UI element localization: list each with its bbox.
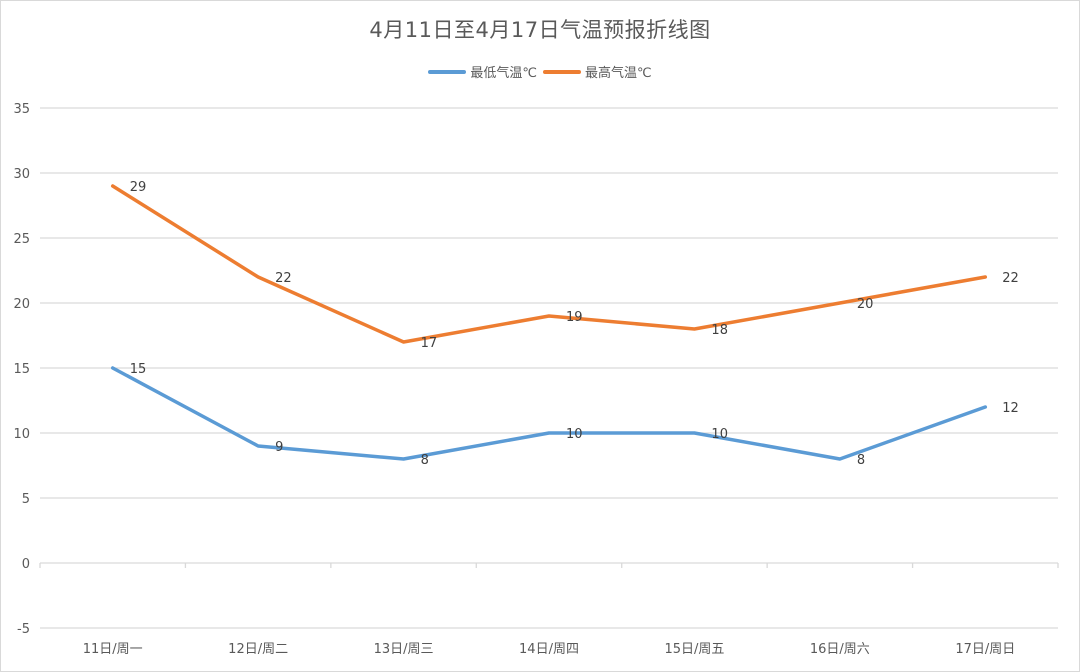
series-line-low[interactable] [110,366,988,461]
legend-item-low[interactable]: 最低气温℃ [428,62,537,81]
data-label: 19 [566,310,583,325]
data-label: 8 [857,453,865,468]
legend-swatch-high-icon [543,69,581,74]
data-label: 10 [566,427,583,442]
data-label: 10 [711,427,728,442]
x-category-label: 15日/周五 [664,642,724,657]
data-label: 9 [275,440,283,455]
data-label: 22 [275,271,292,286]
data-label: 17 [421,336,438,351]
legend-label-high: 最高气温℃ [585,66,652,81]
y-tick-label: 25 [13,232,30,247]
data-label: 8 [421,453,429,468]
y-tick-label: 20 [13,297,30,312]
legend-label-low: 最低气温℃ [470,66,537,81]
x-category-label: 11日/周一 [83,642,143,657]
chart-legend: 最低气温℃ 最高气温℃ [0,62,1080,81]
x-category-label: 16日/周六 [810,642,870,657]
y-tick-label: 0 [22,557,30,572]
data-label: 12 [1002,401,1019,416]
legend-swatch-low-icon [428,69,467,74]
chart-title: 4月11日至4月17日气温预报折线图 [369,18,711,42]
x-category-label: 14日/周四 [519,642,579,657]
data-label: 22 [1002,271,1019,286]
y-tick-label: 30 [13,167,30,182]
x-category-label: 13日/周三 [374,642,434,657]
y-tick-label: 10 [13,427,30,442]
legend-item-high[interactable]: 最高气温℃ [543,62,652,81]
data-label: 15 [130,362,147,377]
y-tick-label: 5 [22,492,30,507]
data-label: 29 [130,180,147,195]
y-tick-label: -5 [17,622,30,637]
series-line-high[interactable] [110,184,988,344]
x-category-label: 12日/周二 [228,642,288,657]
data-label: 18 [711,323,728,338]
x-category-label: 17日/周日 [955,642,1015,657]
data-label: 20 [857,297,874,312]
y-tick-label: 15 [13,362,30,377]
y-tick-label: 35 [13,102,30,117]
